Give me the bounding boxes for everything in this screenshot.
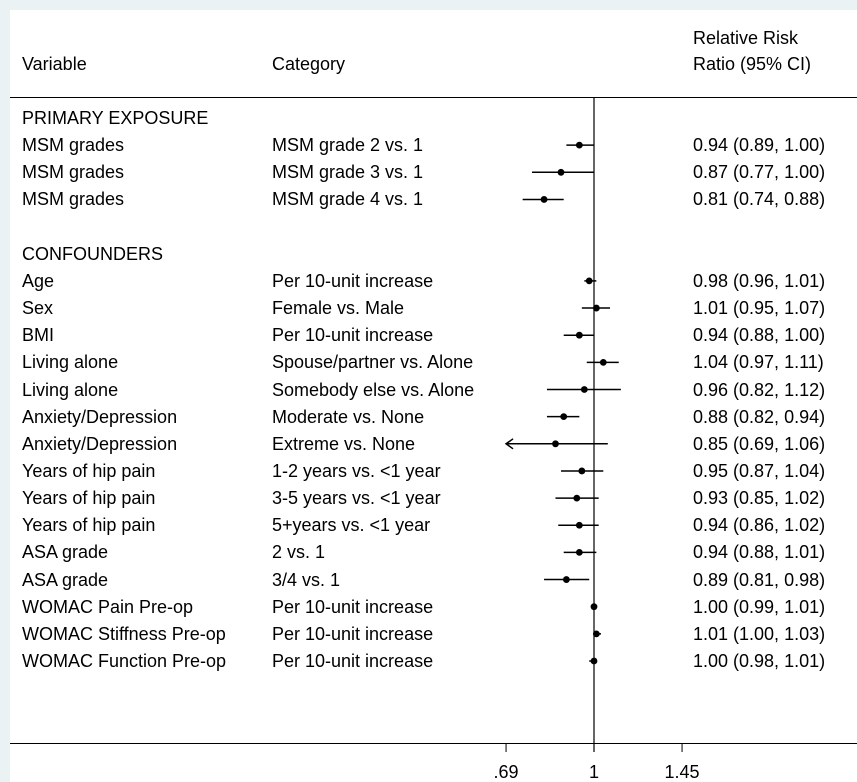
row-estimate-label: 0.94 (0.88, 1.01) — [693, 542, 826, 563]
row-variable: BMI — [22, 325, 55, 346]
row-category: 3-5 years vs. <1 year — [272, 488, 441, 509]
row-estimate-label: 0.93 (0.85, 1.02) — [693, 488, 826, 509]
point-estimate — [562, 576, 570, 583]
row-estimate-label: 1.04 (0.97, 1.11) — [693, 352, 824, 373]
row-category: 1-2 years vs. <1 year — [272, 460, 441, 481]
row-category: 3/4 vs. 1 — [272, 569, 341, 590]
row-category: Per 10-unit increase — [272, 325, 434, 346]
row-category: 5+years vs. <1 year — [272, 515, 431, 536]
plot-area: Variable Category Relative Risk Ratio (9… — [10, 10, 857, 782]
point-estimate — [590, 657, 598, 665]
row-variable: Living alone — [22, 379, 119, 400]
x-tick-label: 1.45 — [665, 762, 700, 782]
ci-arrow — [504, 438, 514, 450]
x-tick-label: .69 — [494, 762, 519, 782]
row-estimate-label: 0.94 (0.86, 1.02) — [693, 515, 826, 536]
header-estimate-line2: Ratio (95% CI) — [693, 54, 812, 74]
row-estimate-label: 0.88 (0.82, 0.94) — [693, 406, 826, 427]
row-estimate-label: 0.85 (0.69, 1.06) — [693, 433, 826, 454]
row-category: MSM grade 4 vs. 1 — [272, 189, 424, 210]
row-category: Somebody else vs. Alone — [272, 379, 475, 400]
row-estimate-label: 0.94 (0.88, 1.00) — [693, 325, 826, 346]
row-variable: Years of hip pain — [22, 488, 156, 509]
row-variable: Sex — [22, 298, 54, 319]
row-variable: WOMAC Stiffness Pre-op — [22, 623, 226, 644]
row-estimate-label: 0.96 (0.82, 1.12) — [693, 379, 826, 400]
row-variable: Living alone — [22, 352, 119, 373]
point-estimate — [575, 549, 583, 556]
row-estimate-label: 1.00 (0.98, 1.01) — [693, 651, 826, 671]
row-category: 2 vs. 1 — [272, 542, 326, 563]
point-estimate — [578, 467, 586, 475]
row-variable: MSM grades — [22, 189, 125, 210]
row-variable: MSM grades — [22, 162, 125, 183]
row-variable: ASA grade — [22, 542, 109, 563]
section-title: CONFOUNDERS — [22, 243, 164, 264]
header-variable: Variable — [22, 54, 87, 74]
point-estimate — [540, 196, 548, 203]
row-estimate-label: 0.98 (0.96, 1.01) — [693, 270, 826, 291]
row-category: Moderate vs. None — [272, 406, 425, 427]
row-category: Per 10-unit increase — [272, 623, 434, 644]
row-category: Spouse/partner vs. Alone — [272, 352, 474, 373]
row-category: Female vs. Male — [272, 298, 405, 319]
row-category: Per 10-unit increase — [272, 270, 434, 291]
row-variable: MSM grades — [22, 135, 125, 156]
point-estimate — [575, 141, 583, 149]
header-estimate-line1: Relative Risk — [693, 28, 799, 48]
row-estimate-label: 0.95 (0.87, 1.04) — [693, 460, 826, 481]
header-category: Category — [272, 54, 346, 74]
row-estimate-label: 1.01 (0.95, 1.07) — [693, 298, 826, 319]
point-estimate — [592, 304, 600, 312]
point-estimate — [552, 440, 559, 448]
point-estimate — [590, 603, 598, 611]
row-category: Per 10-unit increase — [272, 651, 434, 671]
row-estimate-label: 0.89 (0.81, 0.98) — [693, 569, 826, 590]
point-estimate — [580, 386, 588, 393]
row-category: Extreme vs. None — [272, 433, 416, 454]
section-title: PRIMARY EXPOSURE — [22, 108, 209, 128]
row-estimate-label: 1.01 (1.00, 1.03) — [693, 623, 826, 644]
row-variable: Years of hip pain — [22, 515, 156, 536]
forest-plot-svg: .69 1 1.45 — [10, 97, 857, 782]
row-estimate-label: 0.81 (0.74, 0.88) — [693, 189, 826, 210]
point-estimate — [575, 521, 583, 529]
row-estimate-label: 1.00 (0.99, 1.01) — [693, 596, 826, 617]
point-estimate — [592, 630, 600, 638]
row-estimate-label: 0.87 (0.77, 1.00) — [693, 162, 826, 183]
row-variable: Anxiety/Depression — [22, 406, 178, 427]
point-estimate — [585, 277, 593, 285]
row-category: MSM grade 3 vs. 1 — [272, 162, 424, 183]
row-variable: ASA grade — [22, 569, 109, 590]
row-variable: WOMAC Function Pre-op — [22, 651, 227, 671]
point-estimate — [557, 168, 565, 176]
point-estimate — [599, 358, 607, 366]
row-variable: Age — [22, 270, 55, 291]
point-estimate — [575, 331, 583, 339]
point-estimate — [573, 494, 581, 502]
x-tick-label: 1 — [589, 762, 599, 782]
row-category: Per 10-unit increase — [272, 596, 434, 617]
row-category: MSM grade 2 vs. 1 — [272, 135, 424, 156]
row-estimate-label: 0.94 (0.89, 1.00) — [693, 135, 826, 156]
point-estimate — [560, 413, 568, 421]
row-variable: Anxiety/Depression — [22, 433, 178, 454]
row-variable: Years of hip pain — [22, 460, 156, 481]
row-variable: WOMAC Pain Pre-op — [22, 596, 194, 617]
